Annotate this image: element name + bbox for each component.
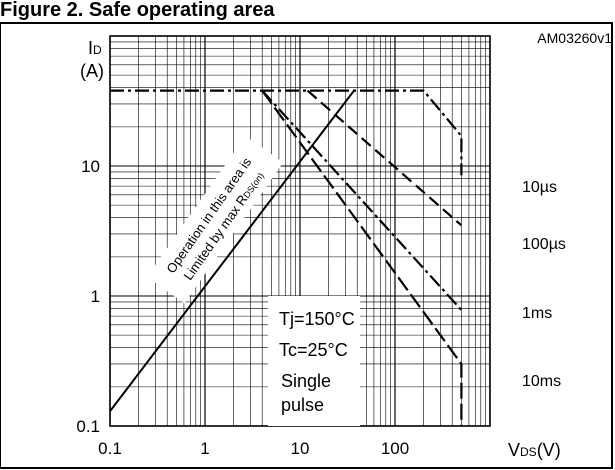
series-labels: 10µs 100µs 1ms 10ms xyxy=(522,179,566,390)
x-tick-label: 10 xyxy=(291,439,310,458)
condition-tc: Tc=25°C xyxy=(279,340,348,360)
series-layer xyxy=(109,89,463,426)
y-tick-label: 0.1 xyxy=(76,417,100,436)
condition-tj: Tj=150°C xyxy=(279,309,355,329)
series-line-3 xyxy=(261,89,463,426)
y-tick-label: 1 xyxy=(91,287,100,306)
svg-text:ID: ID xyxy=(88,38,102,58)
conditions-background xyxy=(268,296,360,426)
series-label-10ms: 10ms xyxy=(522,373,561,390)
rds-limit-line xyxy=(109,89,355,412)
x-axis-label: VDS(V) xyxy=(508,440,561,460)
figure-frame xyxy=(0,22,613,469)
condition-pulse: pulse xyxy=(281,395,324,415)
condition-single: Single xyxy=(281,371,331,391)
series-line-1 xyxy=(306,89,463,227)
annotation-background xyxy=(146,136,284,304)
x-tick-label: 100 xyxy=(381,439,409,458)
series-line-0 xyxy=(110,89,463,176)
figure-id: AM03260v1 xyxy=(537,30,612,46)
y-axis-label: ID (A) xyxy=(80,38,104,81)
series-label-10us: 10µs xyxy=(522,179,557,196)
x-tick-label: 1 xyxy=(200,439,209,458)
y-tick-label: 10 xyxy=(81,157,100,176)
svg-text:VDS(V): VDS(V) xyxy=(508,440,561,460)
x-tick-label: 0.1 xyxy=(98,439,122,458)
svg-text:(A): (A) xyxy=(80,61,104,81)
conditions-box: Tj=150°C Tc=25°C Single pulse xyxy=(268,296,360,426)
series-label-100us: 100µs xyxy=(522,236,566,253)
chart-title: Figure 2. Safe operating area xyxy=(0,0,275,21)
series-label-1ms: 1ms xyxy=(522,305,552,322)
tick-labels: 0.1 1 10 100 0.1 1 10 xyxy=(76,157,409,458)
